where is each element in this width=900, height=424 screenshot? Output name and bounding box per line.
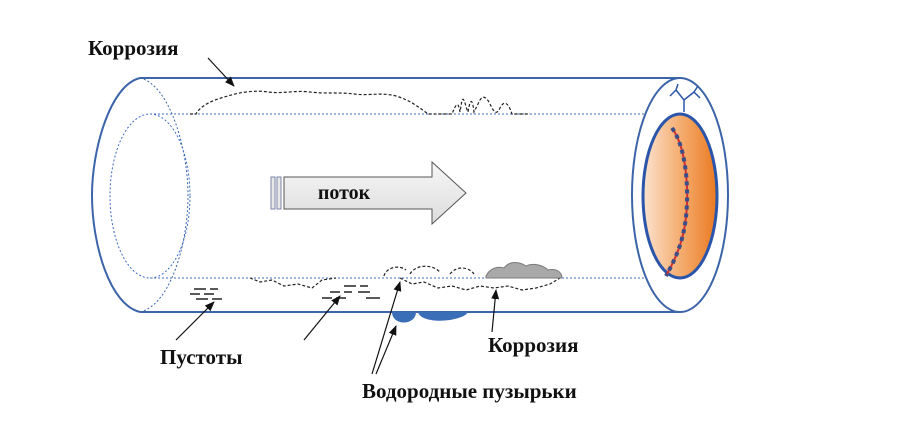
flow-arrow-shape xyxy=(283,160,467,226)
pipe-right-end xyxy=(631,77,729,313)
hydrogen-bubbles xyxy=(392,312,468,323)
label-corrosion-top: Коррозия xyxy=(88,36,178,60)
label-corrosion-bottom: Коррозия xyxy=(488,333,578,357)
hydrogen-bubble-small xyxy=(392,312,416,323)
leader-voids-2 xyxy=(303,295,341,341)
pipe-left-inner-bore xyxy=(109,113,191,279)
pipe-left-end xyxy=(90,77,141,313)
end-face-crack-dashes xyxy=(664,126,690,277)
voids-group-2 xyxy=(322,285,380,299)
pipe-body xyxy=(90,77,680,313)
flow-arrow: поток xyxy=(270,160,467,226)
bottom-corrosion-bumps xyxy=(383,265,475,277)
leader-voids xyxy=(175,301,215,341)
flow-label: поток xyxy=(318,182,371,204)
corrosion-deposit xyxy=(485,262,563,279)
voids-group-1 xyxy=(190,288,222,300)
leader-corrosion-bottom xyxy=(491,289,500,333)
leader-corrosion-top xyxy=(207,57,235,87)
end-face-branch-crack xyxy=(669,83,701,112)
label-hydrogen-bubbles: Водородные пузырьки xyxy=(362,379,577,403)
leader-bubble-2 xyxy=(375,325,397,375)
right-end-inner-face xyxy=(641,112,719,280)
pipe-left-end-inner xyxy=(139,77,189,313)
bottom-corrosion-profile xyxy=(249,277,561,291)
leader-bubble-1 xyxy=(371,281,402,375)
hydrogen-bubble-large xyxy=(418,312,468,321)
leader-arrows xyxy=(175,57,500,375)
top-corrosion-profile xyxy=(190,90,530,115)
label-voids: Пустоты xyxy=(160,345,242,369)
